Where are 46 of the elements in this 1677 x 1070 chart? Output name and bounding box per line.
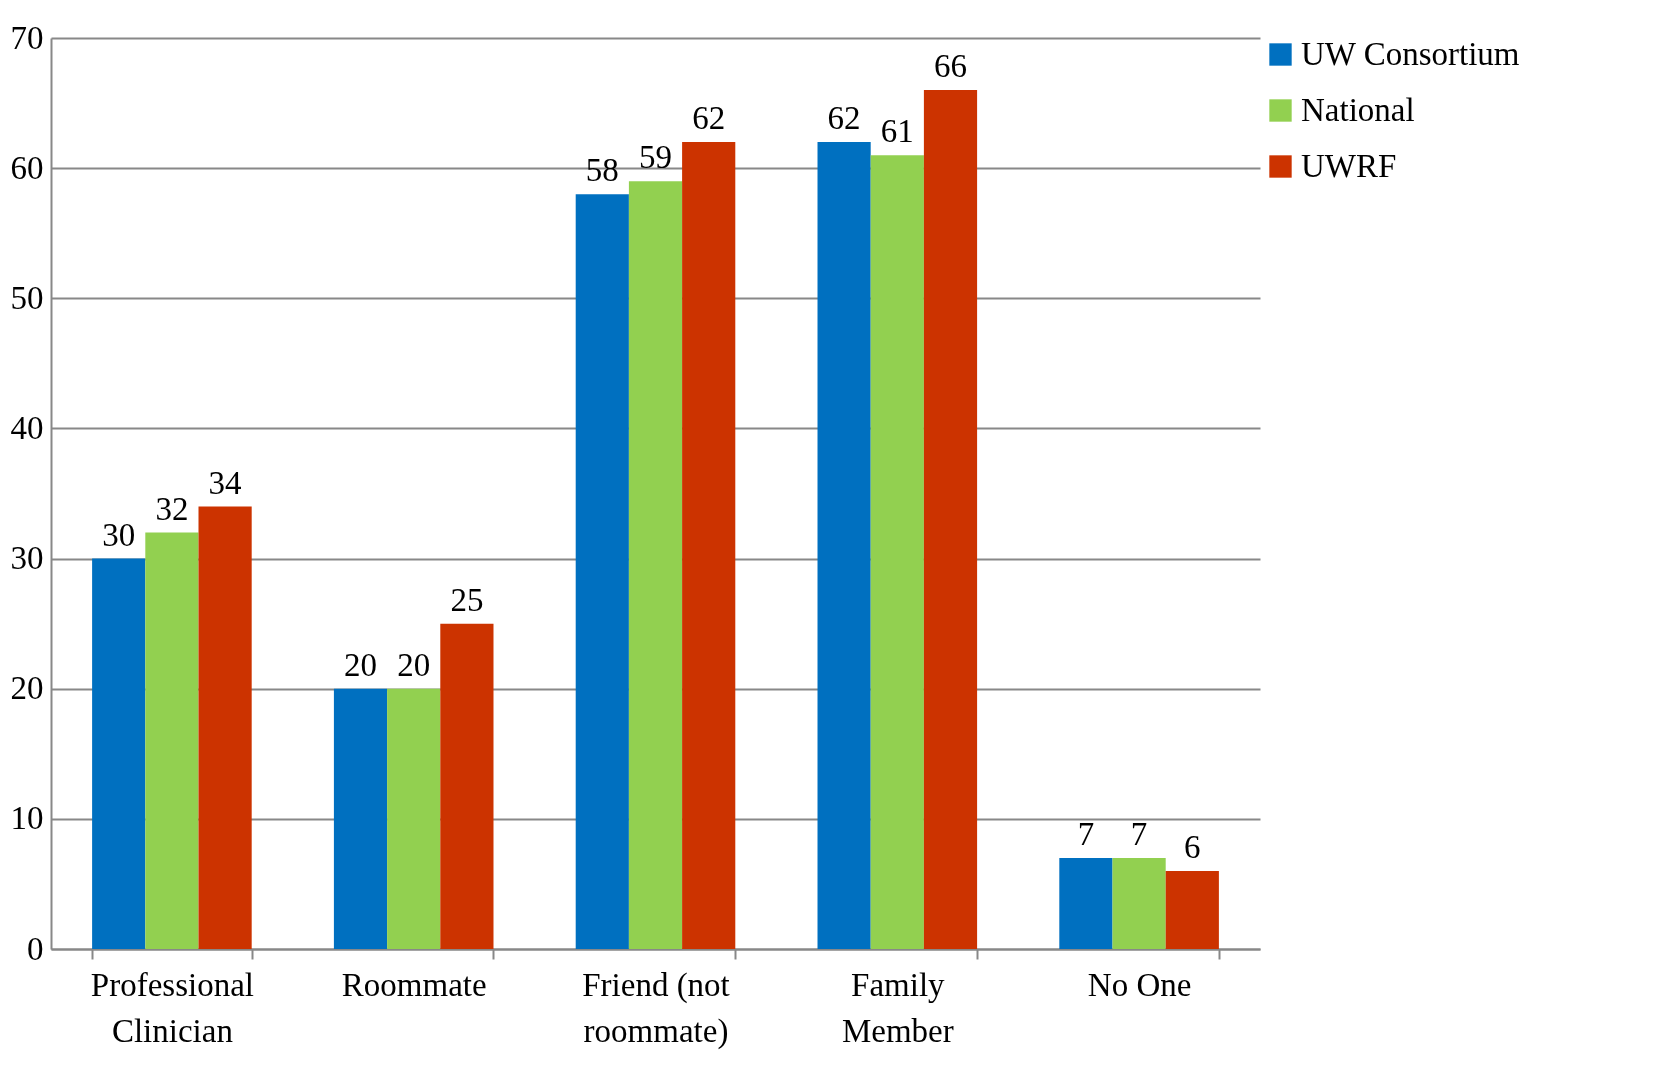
- x-tick-label: Professional Clinician: [90, 966, 254, 1049]
- data-label: 7: [1130, 815, 1148, 852]
- data-label: 62: [827, 100, 861, 137]
- y-tick-label: 60: [10, 149, 44, 186]
- data-label: 6: [1184, 828, 1201, 865]
- bar: [682, 142, 736, 949]
- data-label: 34: [208, 464, 242, 501]
- data-label: 66: [934, 48, 967, 85]
- bar: [387, 688, 441, 949]
- bar: [628, 181, 683, 949]
- data-label: 7: [1077, 815, 1095, 852]
- data-label: 61: [880, 113, 914, 150]
- legend-label: National: [1301, 91, 1415, 128]
- bar: [198, 506, 252, 949]
- bar: [870, 155, 924, 949]
- data-label: 62: [692, 100, 726, 137]
- bar: [817, 142, 871, 949]
- bar: [1165, 870, 1219, 949]
- bar: [575, 194, 629, 949]
- y-tick-label: 70: [10, 19, 44, 56]
- data-label: 59: [639, 139, 672, 176]
- x-tick-label: Friend (not roommate): [582, 966, 730, 1050]
- data-label: 58: [585, 152, 619, 189]
- y-tick-label: 10: [10, 800, 44, 837]
- x-tick-label: Roommate: [341, 966, 487, 1003]
- y-tick-label: 40: [10, 409, 44, 446]
- data-label: 20: [344, 646, 377, 683]
- data-label: 30: [102, 516, 136, 553]
- bar: [923, 90, 978, 949]
- data-label: 25: [450, 581, 484, 618]
- y-tick-label: 0: [27, 930, 44, 967]
- data-label: 20: [397, 646, 431, 683]
- x-tick-label: Family Member: [841, 966, 954, 1049]
- bar: [92, 558, 146, 949]
- bar: [1059, 857, 1113, 949]
- bar: [333, 688, 388, 949]
- y-tick-label: 30: [10, 540, 44, 577]
- legend-label: UW Consortium: [1301, 35, 1520, 72]
- data-label: 32: [155, 490, 189, 527]
- bar: [145, 532, 199, 949]
- bar: [440, 623, 494, 949]
- x-tick-label: No One: [1087, 966, 1192, 1003]
- y-tick-label: 50: [10, 279, 44, 316]
- bar: [1112, 857, 1166, 949]
- legend-label: UWRF: [1301, 147, 1397, 184]
- y-tick-label: 20: [10, 670, 44, 707]
